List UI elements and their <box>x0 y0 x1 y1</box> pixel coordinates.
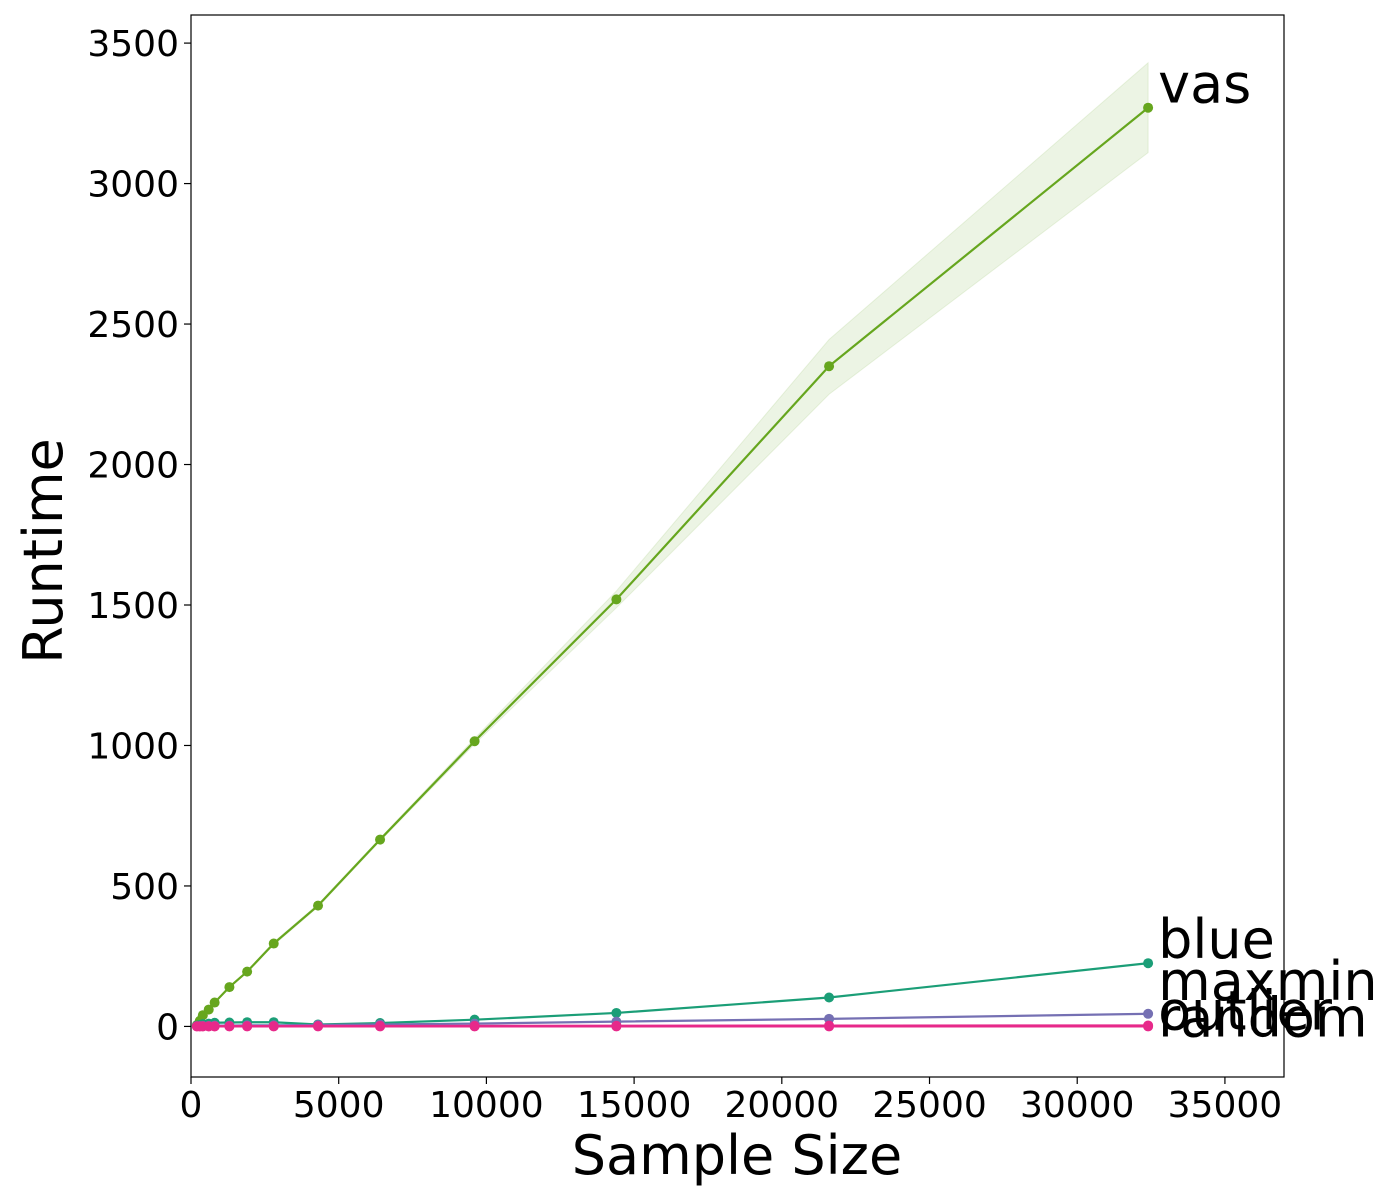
random-point <box>224 1021 235 1032</box>
x-axis-label: Sample Size <box>572 1124 903 1187</box>
vas-point <box>313 900 324 911</box>
x-axis-ticks: 0 5000 10000 15000 20000 25000 30000 35000 <box>180 1077 1283 1126</box>
plot-frame <box>190 14 1285 1078</box>
y-tick-label: 1000 <box>87 726 179 767</box>
x-tick-label: 10000 <box>429 1085 544 1126</box>
y-tick-label: 1500 <box>87 586 179 627</box>
x-tick-label: 20000 <box>725 1085 840 1126</box>
blue-point <box>824 992 835 1003</box>
random-point <box>611 1021 622 1032</box>
vas-point <box>209 997 220 1008</box>
random-point <box>1143 1021 1154 1032</box>
y-tick-label: 3000 <box>87 165 179 206</box>
random-point <box>375 1021 386 1032</box>
vas-point <box>375 834 386 845</box>
maxmin-line <box>196 1012 1149 1028</box>
random-point <box>824 1021 835 1032</box>
y-tick-label: 2000 <box>87 446 179 487</box>
x-tick-label: 5000 <box>293 1085 385 1126</box>
x-tick-label: 25000 <box>872 1085 987 1126</box>
x-tick-label: 30000 <box>1020 1085 1135 1126</box>
vas-point <box>611 594 622 605</box>
vas-confidence-band <box>196 61 1149 1026</box>
x-tick-label: 0 <box>180 1085 203 1126</box>
vas-point <box>242 966 253 977</box>
series-markers <box>191 102 1154 1032</box>
random-point <box>209 1021 220 1032</box>
outlier-end-label: outlier <box>1158 979 1333 1042</box>
blue-end-label: blue <box>1158 908 1275 971</box>
y-tick-label: 2500 <box>87 305 179 346</box>
random-point <box>242 1021 253 1032</box>
y-axis-label: Runtime <box>12 438 75 664</box>
vas-end-label: vas <box>1158 53 1251 116</box>
vas-point <box>469 736 480 747</box>
maxmin-point <box>1143 1008 1154 1019</box>
blue-point <box>611 1007 622 1018</box>
confidence-bands <box>196 61 1149 1026</box>
vas-point <box>1143 102 1154 113</box>
random-point <box>268 1021 279 1032</box>
maxmin-end-label: maxmin <box>1158 950 1377 1013</box>
vas-point <box>824 361 835 372</box>
x-tick-label: 15000 <box>577 1085 692 1126</box>
vas-point <box>224 982 235 993</box>
y-tick-label: 500 <box>110 867 179 908</box>
random-end-label: random <box>1158 986 1367 1049</box>
vas-point <box>203 1004 214 1015</box>
vas-point <box>268 938 279 949</box>
x-tick-label: 35000 <box>1168 1085 1283 1126</box>
blue-point <box>1143 958 1154 969</box>
random-point <box>469 1021 480 1032</box>
y-axis-ticks: 0 500 1000 1500 2000 2500 3000 3500 <box>87 24 191 1048</box>
random-point <box>313 1021 324 1032</box>
y-tick-label: 0 <box>156 1007 179 1048</box>
y-tick-label: 3500 <box>87 24 179 65</box>
